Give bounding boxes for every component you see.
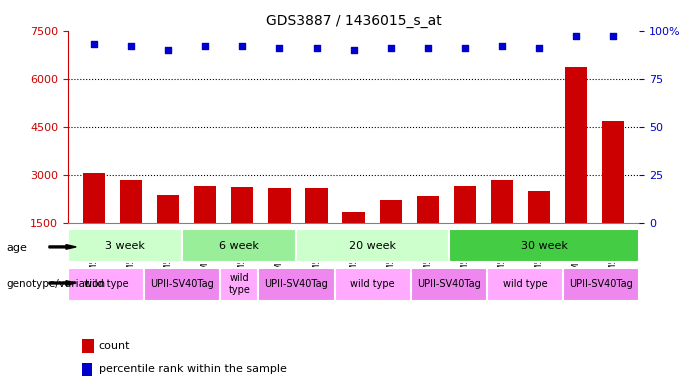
- FancyBboxPatch shape: [68, 229, 182, 262]
- Point: [534, 45, 545, 51]
- Bar: [83, 173, 105, 271]
- Bar: [454, 186, 476, 271]
- FancyBboxPatch shape: [220, 268, 258, 301]
- Text: genotype/variation: genotype/variation: [7, 279, 106, 289]
- FancyBboxPatch shape: [563, 268, 639, 301]
- Text: wild type: wild type: [84, 279, 129, 289]
- Text: percentile rank within the sample: percentile rank within the sample: [99, 364, 286, 374]
- FancyBboxPatch shape: [449, 229, 639, 262]
- Point: [200, 43, 211, 49]
- Point: [422, 45, 433, 51]
- Text: 30 week: 30 week: [521, 241, 567, 251]
- FancyBboxPatch shape: [487, 268, 563, 301]
- Point: [496, 43, 507, 49]
- Bar: [379, 200, 402, 271]
- Text: age: age: [7, 243, 28, 253]
- FancyBboxPatch shape: [258, 268, 335, 301]
- FancyBboxPatch shape: [296, 229, 449, 262]
- Bar: [491, 180, 513, 271]
- Bar: [305, 189, 328, 271]
- Point: [460, 45, 471, 51]
- Bar: [194, 186, 216, 271]
- Text: 6 week: 6 week: [220, 241, 259, 251]
- Bar: [343, 212, 364, 271]
- Bar: [417, 195, 439, 271]
- Bar: [602, 121, 624, 271]
- Point: [311, 45, 322, 51]
- Text: UPII-SV40Tag: UPII-SV40Tag: [569, 279, 633, 289]
- Point: [386, 45, 396, 51]
- Text: wild
type: wild type: [228, 273, 250, 295]
- Bar: [231, 187, 254, 271]
- FancyBboxPatch shape: [182, 229, 296, 262]
- FancyBboxPatch shape: [68, 268, 144, 301]
- Point: [274, 45, 285, 51]
- Text: UPII-SV40Tag: UPII-SV40Tag: [265, 279, 328, 289]
- Bar: [269, 189, 290, 271]
- FancyBboxPatch shape: [335, 268, 411, 301]
- FancyBboxPatch shape: [144, 268, 220, 301]
- Point: [126, 43, 137, 49]
- Bar: [528, 191, 550, 271]
- Text: count: count: [99, 341, 130, 351]
- FancyBboxPatch shape: [411, 268, 487, 301]
- Point: [88, 41, 99, 47]
- Point: [571, 33, 581, 40]
- Text: UPII-SV40Tag: UPII-SV40Tag: [150, 279, 214, 289]
- Text: 20 week: 20 week: [349, 241, 396, 251]
- Text: UPII-SV40Tag: UPII-SV40Tag: [417, 279, 481, 289]
- Bar: [157, 195, 180, 271]
- Bar: [565, 66, 588, 271]
- Point: [348, 47, 359, 53]
- Text: wild type: wild type: [503, 279, 547, 289]
- Bar: [120, 180, 142, 271]
- Title: GDS3887 / 1436015_s_at: GDS3887 / 1436015_s_at: [266, 14, 441, 28]
- Point: [237, 43, 248, 49]
- Point: [163, 47, 173, 53]
- Point: [608, 33, 619, 40]
- Text: wild type: wild type: [350, 279, 395, 289]
- Text: 3 week: 3 week: [105, 241, 145, 251]
